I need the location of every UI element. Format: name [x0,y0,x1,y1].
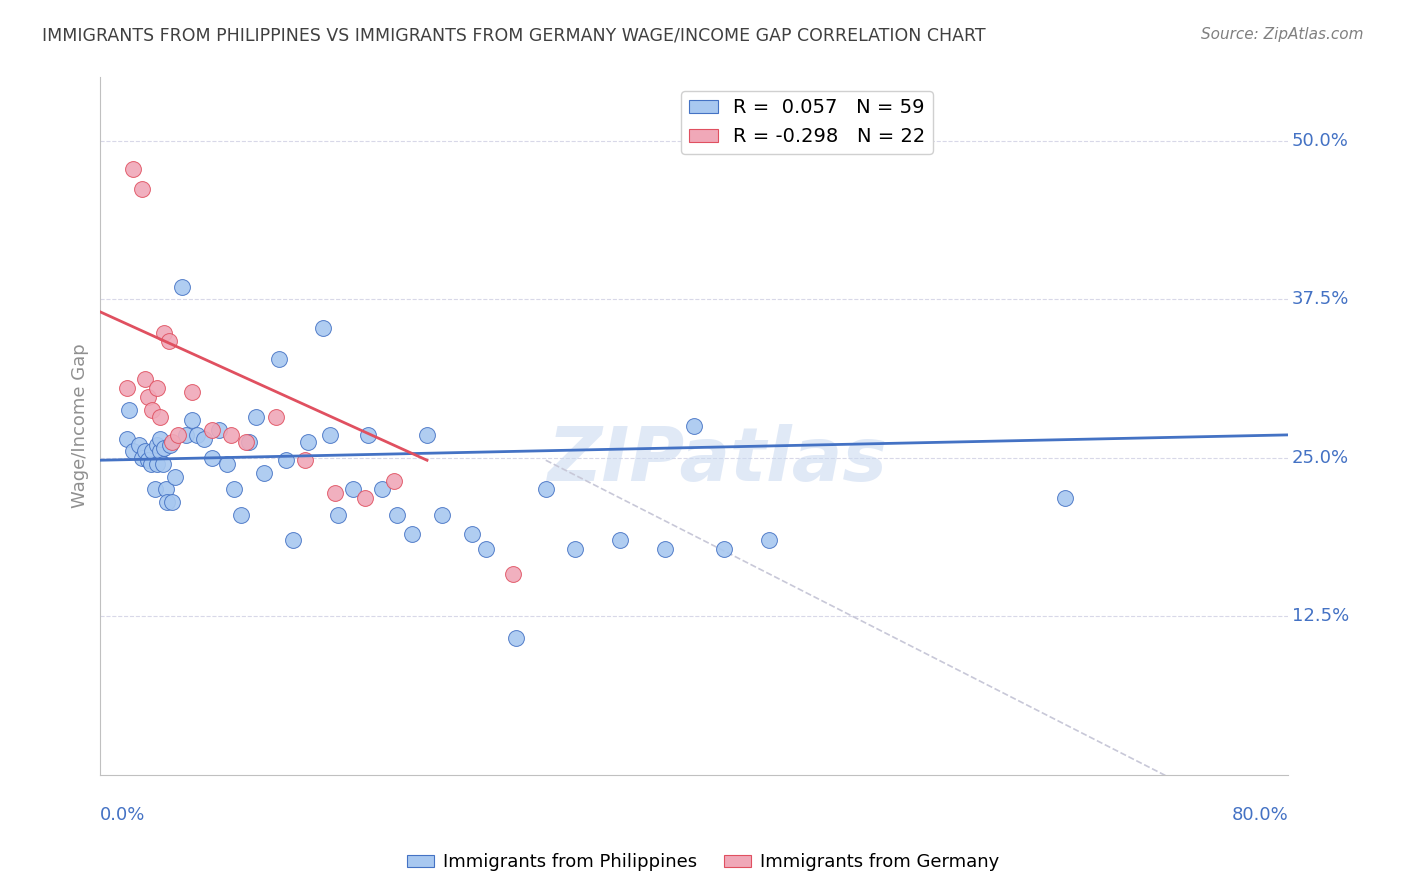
Point [274,453,297,467]
Point [323,486,346,500]
Text: 0.0%: 0.0% [100,806,146,824]
Text: Source: ZipAtlas.com: Source: ZipAtlas.com [1201,27,1364,42]
Point [128,438,150,452]
Point [181,384,204,399]
Point [353,491,375,506]
Point [294,453,316,467]
Point [146,457,169,471]
Point [160,495,183,509]
Point [170,279,193,293]
Point [152,457,174,471]
Point [141,402,163,417]
Point [502,567,524,582]
Text: 80.0%: 80.0% [1232,806,1288,824]
Legend: R =  0.057   N = 59, R = -0.298   N = 22: R = 0.057 N = 59, R = -0.298 N = 22 [681,91,934,154]
Point [186,428,208,442]
Point [283,533,305,547]
Point [149,410,172,425]
Point [326,508,349,522]
Point [122,161,145,176]
Point [609,533,631,547]
Point [155,483,177,497]
Point [131,182,153,196]
Legend: Immigrants from Philippines, Immigrants from Germany: Immigrants from Philippines, Immigrants … [399,847,1007,879]
Point [115,432,138,446]
Point [131,450,153,465]
Point [245,410,267,425]
Point [534,483,557,497]
Point [505,631,527,645]
Point [460,526,482,541]
Point [387,508,409,522]
Point [235,435,257,450]
Point [201,423,224,437]
Point [136,390,159,404]
Point [416,428,439,442]
Point [176,428,198,442]
Point [163,469,186,483]
Point [159,438,181,452]
Point [157,334,180,348]
Point [654,541,676,556]
Point [166,428,188,442]
Y-axis label: Wage/Income Gap: Wage/Income Gap [72,343,89,508]
Point [143,483,166,497]
Point [356,428,378,442]
Text: 50.0%: 50.0% [1292,132,1348,150]
Point [382,474,405,488]
Point [231,508,253,522]
Point [141,444,163,458]
Point [215,457,238,471]
Point [193,432,215,446]
Point [149,444,172,458]
Point [401,526,423,541]
Point [136,453,159,467]
Point [1054,491,1077,506]
Point [117,402,139,417]
Text: 12.5%: 12.5% [1292,607,1348,625]
Point [222,483,245,497]
Point [319,428,342,442]
Point [153,441,176,455]
Point [139,457,162,471]
Point [342,483,364,497]
Point [134,372,156,386]
Point [264,410,287,425]
Point [115,381,138,395]
Point [758,533,780,547]
Point [312,321,335,335]
Point [156,495,179,509]
Text: IMMIGRANTS FROM PHILIPPINES VS IMMIGRANTS FROM GERMANY WAGE/INCOME GAP CORRELATI: IMMIGRANTS FROM PHILIPPINES VS IMMIGRANT… [42,27,986,45]
Point [122,444,145,458]
Point [153,326,176,341]
Point [146,438,169,452]
Point [146,381,169,395]
Point [475,541,498,556]
Point [134,444,156,458]
Point [297,435,319,450]
Point [219,428,242,442]
Text: ZIPatlas: ZIPatlas [548,425,889,498]
Point [181,412,204,426]
Point [683,419,706,434]
Point [564,541,586,556]
Text: 37.5%: 37.5% [1292,290,1350,309]
Point [208,423,231,437]
Point [238,435,260,450]
Point [267,351,290,366]
Point [371,483,394,497]
Text: 25.0%: 25.0% [1292,449,1348,467]
Point [713,541,735,556]
Point [201,450,224,465]
Point [430,508,453,522]
Point [149,432,172,446]
Point [160,435,183,450]
Point [253,466,276,480]
